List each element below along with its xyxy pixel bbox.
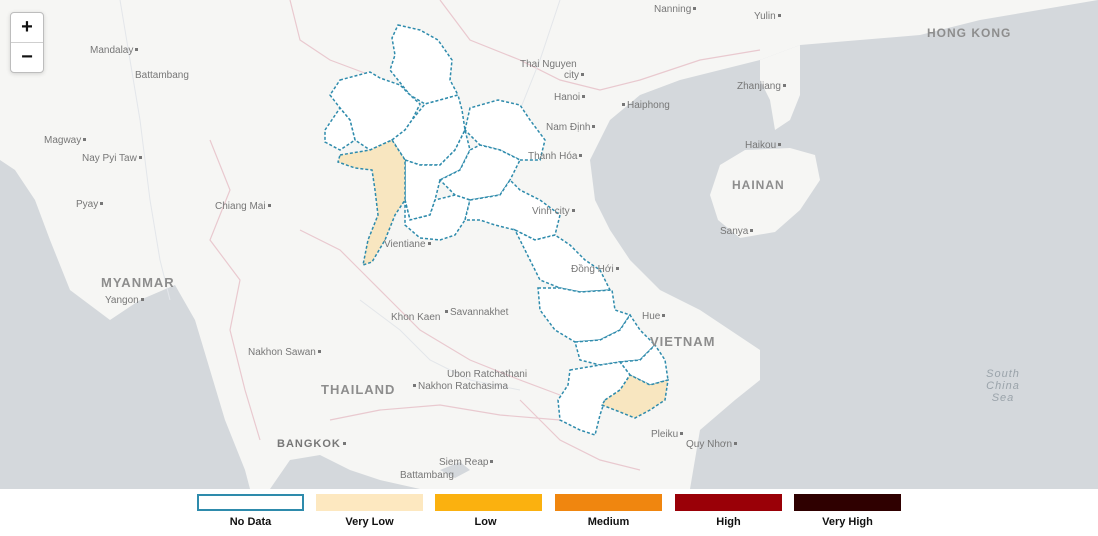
country-label: HONG KONG	[927, 26, 1011, 40]
gulf-of-thailand-area	[270, 455, 420, 489]
city-label: Thanh Hóa	[528, 151, 584, 162]
city-label: Nakhon Ratchasima	[411, 381, 508, 392]
city-label: Hue	[642, 311, 667, 322]
legend-swatch-high	[675, 494, 782, 511]
city-label: Siem Reap	[439, 457, 495, 468]
city-label: Sanya	[720, 226, 755, 237]
city-label: Khon Kaen	[391, 312, 441, 323]
city-label: Ubon Ratchathani	[447, 369, 527, 380]
city-label: Battambang	[400, 470, 454, 481]
city-label: Quy Nhơn	[686, 439, 739, 450]
legend-label-very-low: Very Low	[316, 516, 423, 528]
city-label: Yulin	[754, 11, 783, 22]
andaman-sea-area	[0, 160, 250, 489]
city-label: Pyay	[76, 199, 105, 210]
city-label: Chiang Mai	[215, 201, 273, 212]
city-label: Yangon	[105, 295, 146, 306]
city-label: Thai Nguyen	[520, 59, 577, 70]
legend-label-low: Low	[432, 516, 539, 528]
city-label: Nakhon Sawan	[248, 347, 323, 358]
region-khammouane	[515, 230, 610, 292]
country-label: MYANMAR	[101, 275, 175, 290]
city-label: Vientiane	[384, 239, 433, 250]
zoom-out-button[interactable]: −	[11, 43, 43, 72]
legend-swatch-low	[435, 494, 542, 511]
zoom-in-button[interactable]: +	[11, 13, 43, 43]
legend-swatch-very-high	[794, 494, 901, 511]
legend-swatch-no-data	[197, 494, 304, 511]
sea-label: South China Sea	[978, 368, 1028, 404]
city-label: Mandalay	[90, 45, 140, 56]
city-label: Haiphong	[620, 100, 670, 111]
city-label: Battambang	[135, 70, 189, 81]
city-label: BANGKOK	[277, 438, 348, 450]
country-label: HAINAN	[732, 178, 785, 192]
country-label: VIETNAM	[650, 334, 716, 349]
city-label: Zhanjiang	[737, 81, 788, 92]
legend-label-medium: Medium	[555, 516, 662, 528]
city-label: city	[564, 70, 586, 81]
city-label: Nay Pyi Taw	[82, 153, 144, 164]
legend-label-very-high: Very High	[794, 516, 901, 528]
city-label: Pleiku	[651, 429, 685, 440]
south-china-sea-area	[590, 0, 1098, 489]
zoom-control: + −	[10, 12, 44, 73]
legend: No Data Very Low Low Medium High Very Hi…	[0, 494, 1098, 536]
city-label: Haikou	[745, 140, 783, 151]
city-label: Magway	[44, 135, 88, 146]
legend-label-high: High	[675, 516, 782, 528]
city-label: Đồng Hới	[571, 264, 621, 275]
legend-label-no-data: No Data	[197, 516, 304, 528]
city-label: Nam Định	[546, 122, 597, 133]
city-label: Vinh city	[532, 206, 577, 217]
city-label: Savannakhet	[443, 307, 508, 318]
legend-swatch-medium	[555, 494, 662, 511]
map[interactable]: + − Nanning Yulin Mandalay Battambang Th…	[0, 0, 1098, 489]
legend-swatch-very-low	[316, 494, 423, 511]
city-label: Nanning	[654, 4, 698, 15]
country-label: THAILAND	[321, 382, 395, 397]
city-label: Hanoi	[554, 92, 587, 103]
